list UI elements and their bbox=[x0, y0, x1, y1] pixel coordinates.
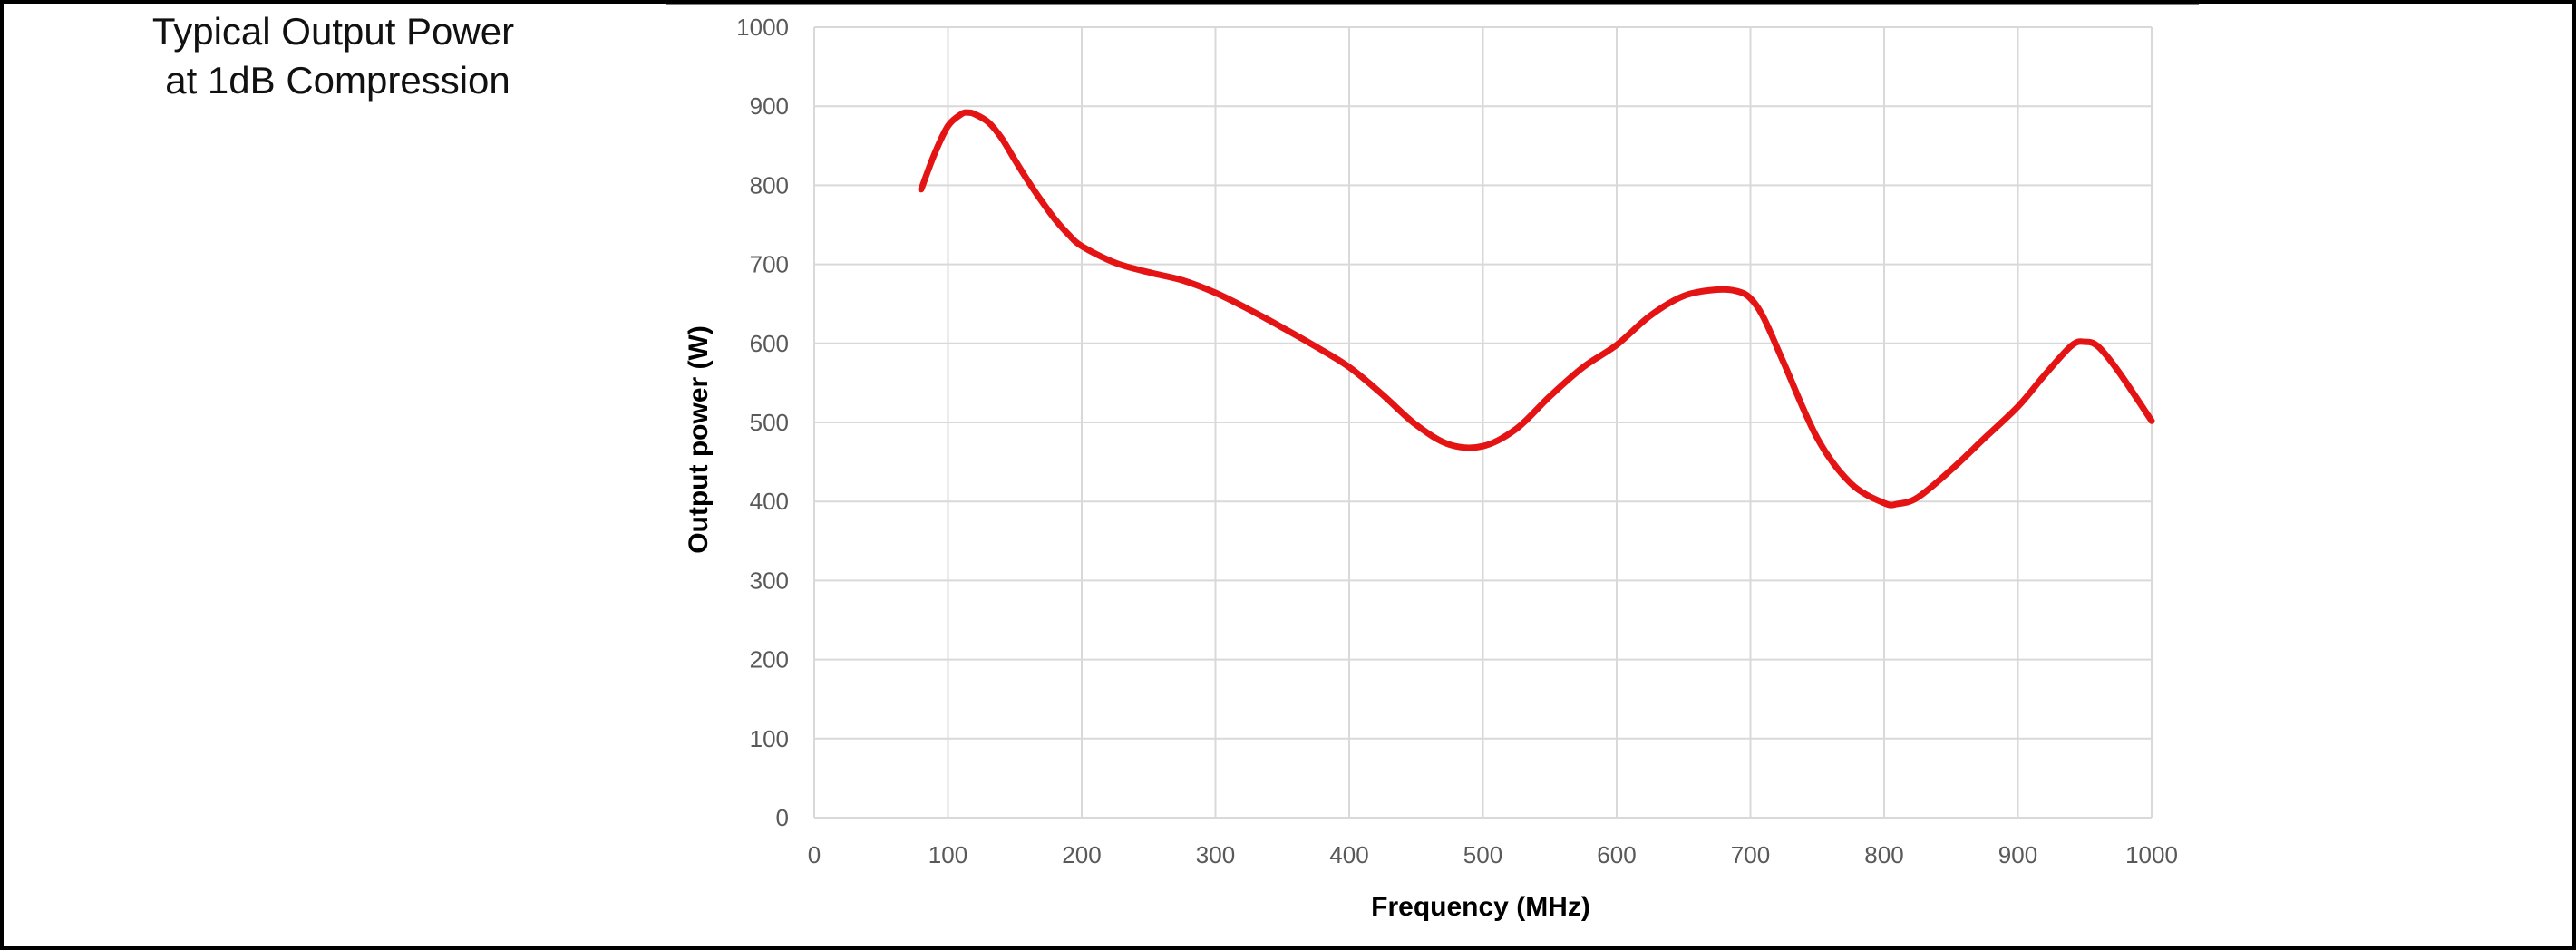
caption-line-2: at 1dB Compression bbox=[165, 59, 510, 102]
x-tick-label: 500 bbox=[1463, 841, 1502, 868]
x-tick-label: 100 bbox=[928, 841, 967, 868]
y-tick-label: 400 bbox=[750, 488, 789, 515]
x-tick-label: 600 bbox=[1597, 841, 1636, 868]
x-tick-label: 700 bbox=[1731, 841, 1770, 868]
y-tick-label: 600 bbox=[750, 330, 789, 357]
x-axis-title: Frequency (MHz) bbox=[1371, 892, 1590, 922]
x-tick-label: 400 bbox=[1329, 841, 1368, 868]
y-tick-label: 200 bbox=[750, 646, 789, 674]
label-layer: Frequency (MHz) Output power (W) bbox=[684, 325, 1590, 922]
x-tick-label: 1000 bbox=[2125, 841, 2178, 868]
y-axis-title: Output power (W) bbox=[684, 325, 714, 554]
y-tick-label: 100 bbox=[750, 725, 789, 752]
y-tick-label: 800 bbox=[750, 171, 789, 199]
axis-layer: 0 100 200 300 400 500 600 700 800 900 1000 0 100 200 3… bbox=[736, 14, 2178, 868]
y-tick-label: 900 bbox=[750, 92, 789, 120]
grid-layer bbox=[813, 26, 2153, 819]
y-tick-label: 0 bbox=[776, 804, 789, 831]
x-tick-label: 300 bbox=[1196, 841, 1235, 868]
figure-caption: Typical Output Power at 1dB Compression bbox=[0, 0, 666, 105]
x-tick-label: 0 bbox=[808, 841, 821, 868]
y-tick-label: 300 bbox=[750, 567, 789, 594]
caption-line-1: Typical Output Power bbox=[151, 10, 515, 53]
output-power-series-line bbox=[918, 109, 2155, 509]
series-layer bbox=[918, 109, 2155, 509]
x-tick-label: 800 bbox=[1864, 841, 1903, 868]
y-tick-label: 1000 bbox=[736, 14, 789, 41]
x-tick-label: 900 bbox=[1998, 841, 2037, 868]
y-tick-label: 500 bbox=[750, 409, 789, 436]
x-tick-label: 200 bbox=[1062, 841, 1101, 868]
y-tick-label: 700 bbox=[750, 251, 789, 278]
